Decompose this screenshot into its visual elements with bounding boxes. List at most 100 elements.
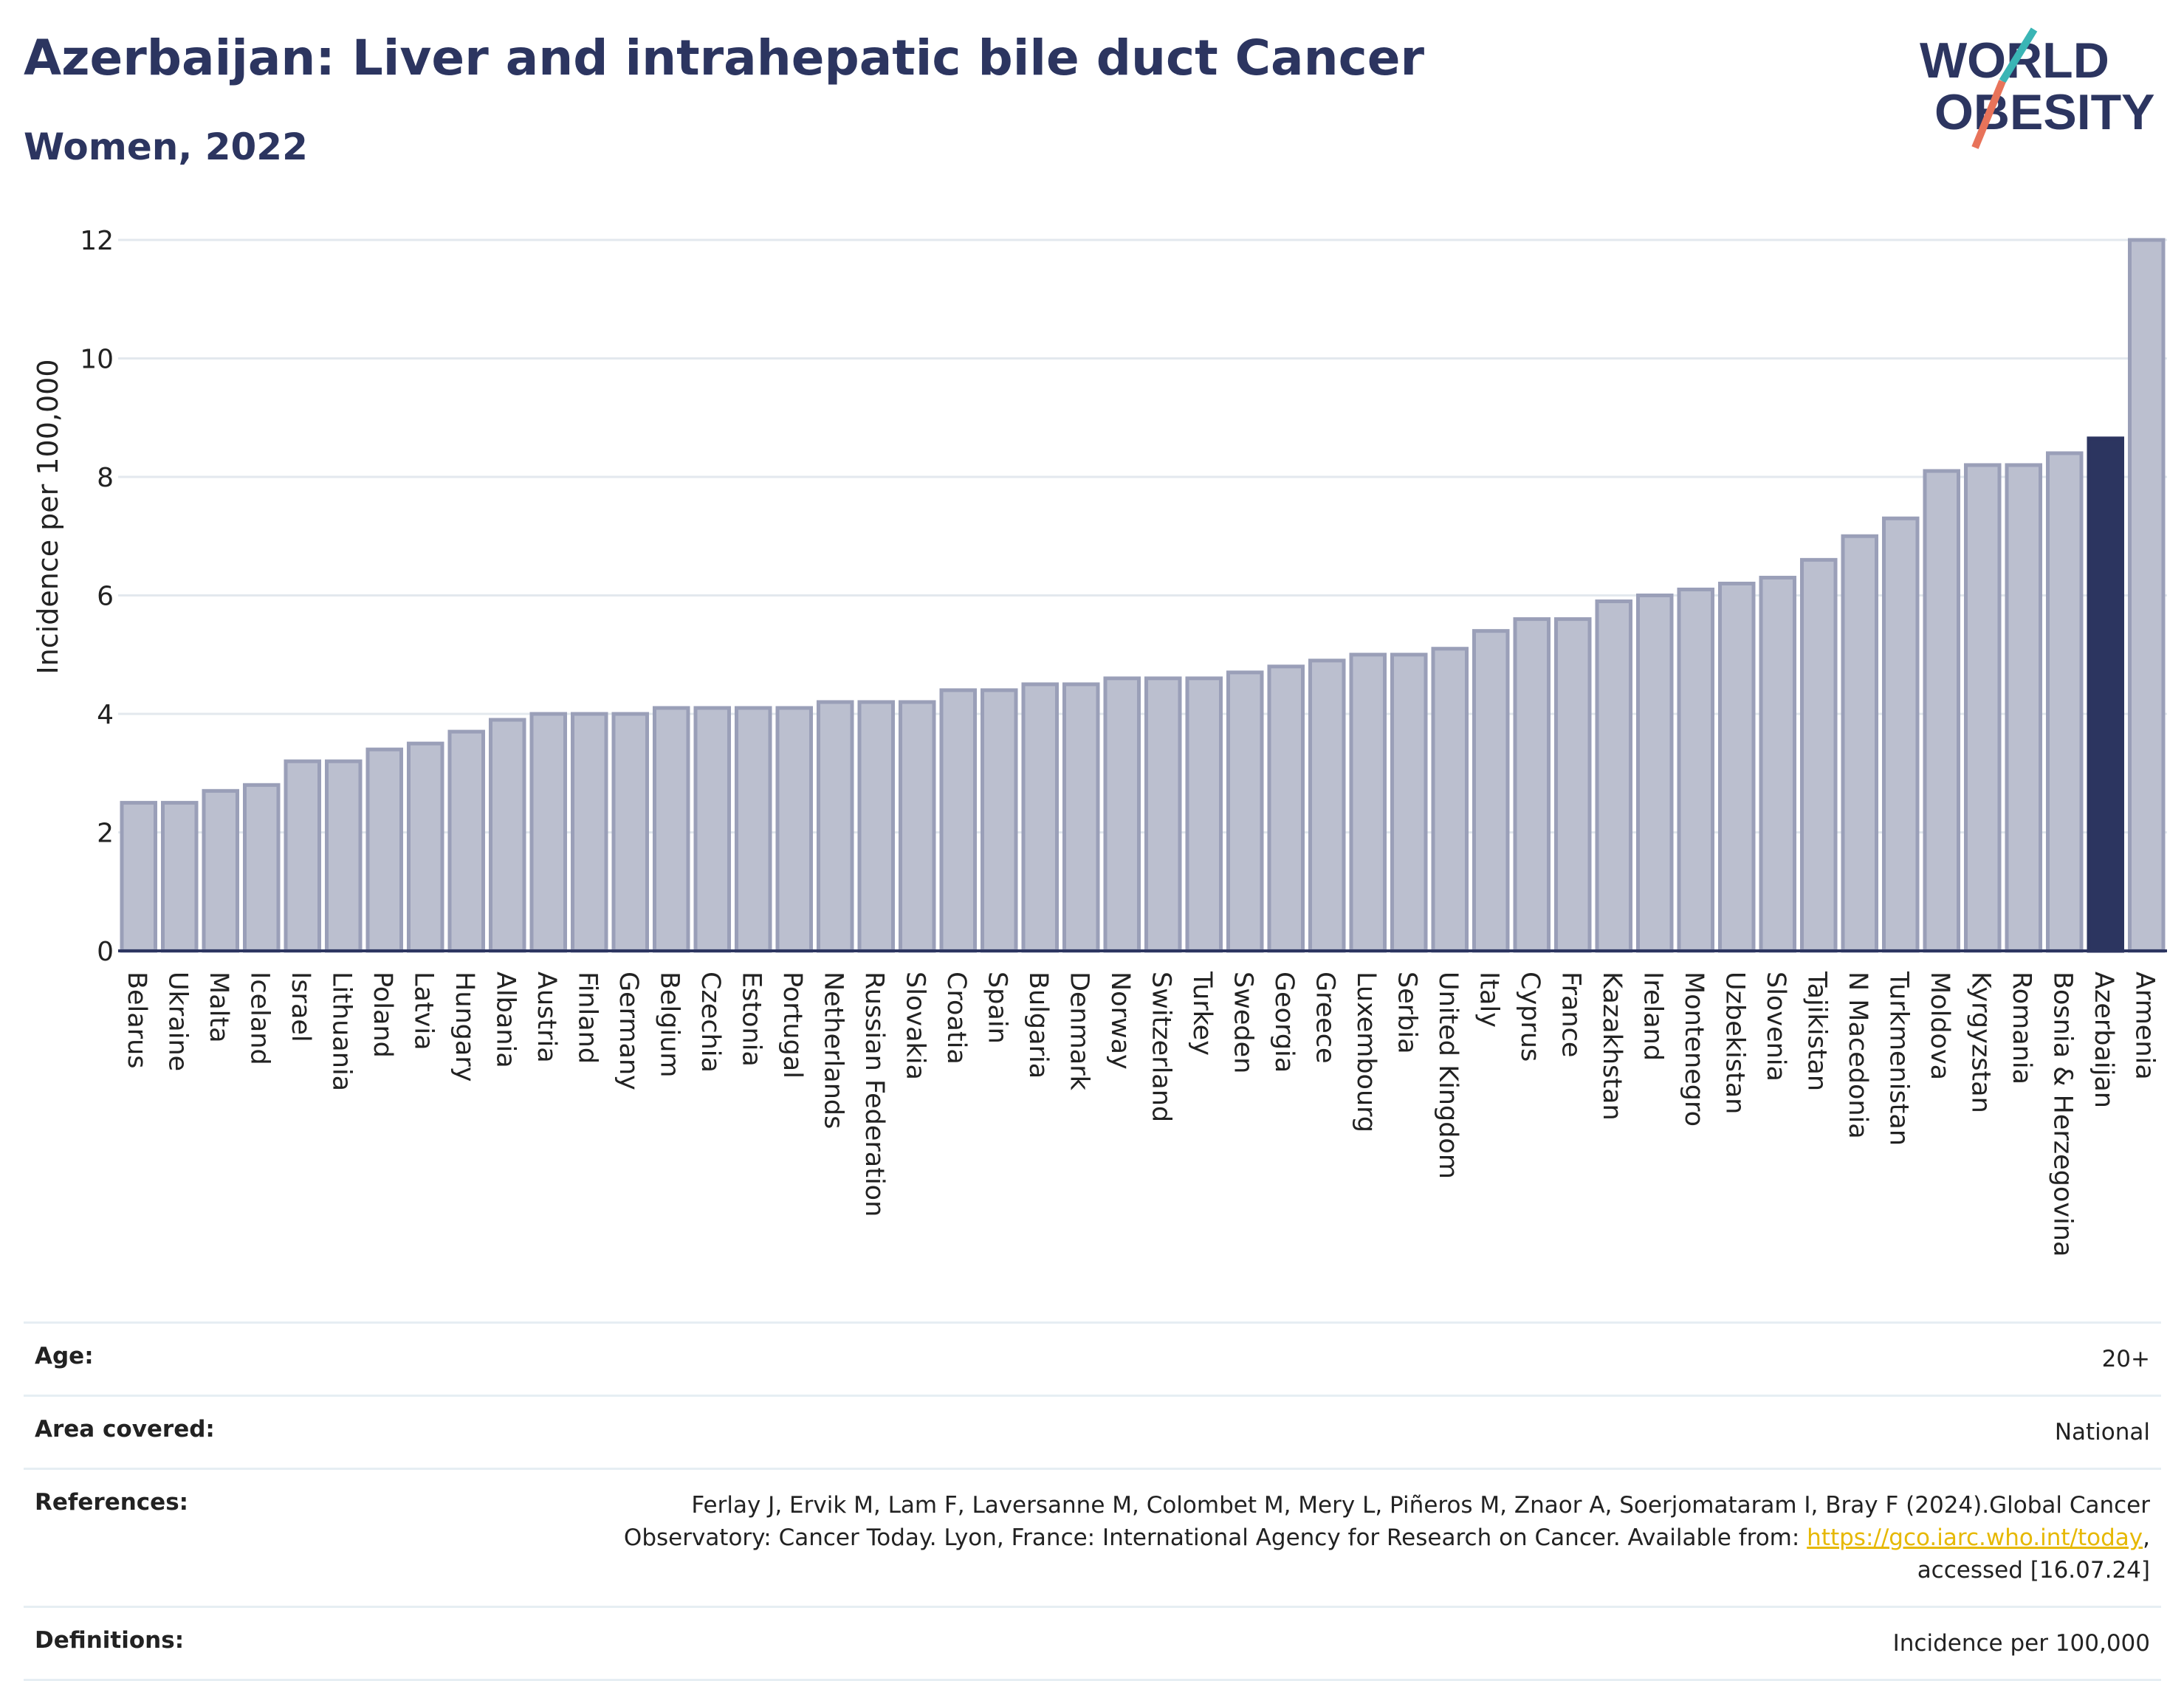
x-tick-label: Armenia: [2129, 972, 2159, 1080]
x-tick-label: Lithuania: [326, 972, 356, 1091]
x-tick-label: N Macedonia: [1843, 972, 1872, 1139]
x-tick-label: Switzerland: [1146, 972, 1175, 1122]
x-tick-label: Greece: [1310, 972, 1339, 1064]
bar-sweden: [1226, 670, 1264, 953]
world-obesity-logo: WORLD OBESITY: [1920, 27, 2155, 149]
chart-subtitle: Women, 2022: [24, 126, 308, 168]
bar-united-kingdom: [1431, 647, 1469, 953]
x-tick-label: Kyrgyzstan: [1965, 972, 1995, 1113]
x-tick-label: Iceland: [244, 972, 274, 1065]
y-tick-label: 2: [97, 819, 114, 849]
x-tick-label: Poland: [368, 972, 397, 1058]
x-tick-label: Uzbekistan: [1720, 972, 1749, 1114]
y-tick-label: 12: [80, 226, 114, 256]
bar-germany: [611, 712, 650, 953]
age-value: 20+: [341, 1321, 2161, 1396]
x-tick-label: Russian Federation: [859, 972, 889, 1217]
x-tick-label: Portugal: [777, 972, 807, 1079]
references-line1: Ferlay J, Ervik M, Lam F, Laversanne M, …: [691, 1492, 2150, 1519]
x-tick-label: Slovakia: [900, 972, 930, 1080]
bar-portugal: [775, 706, 814, 953]
y-axis-label: Incidence per 100,000: [32, 359, 64, 674]
x-tick-label: Latvia: [408, 972, 438, 1051]
bar-montenegro: [1677, 587, 1715, 953]
bar-uzbekistan: [1717, 581, 1756, 953]
bar-netherlands: [816, 700, 854, 953]
bar-armenia: [2127, 238, 2166, 953]
x-tick-label: Turkey: [1187, 971, 1217, 1056]
bar-azerbaijan: [2087, 436, 2125, 953]
bar-hungary: [447, 729, 486, 953]
x-axis-labels: Belarus Ukraine Malta Iceland Israel Lithuani…: [122, 971, 2160, 1257]
logo-line2: OBESITY: [1934, 84, 2155, 140]
references-label: References:: [24, 1468, 341, 1607]
x-tick-label: Turkmenistan: [1883, 971, 1913, 1146]
x-tick-label: Cyprus: [1515, 972, 1545, 1062]
bar-france: [1553, 617, 1592, 953]
x-tick-label: Albania: [490, 972, 520, 1068]
x-tick-label: Ukraine: [162, 972, 192, 1071]
x-tick-label: Georgia: [1269, 972, 1299, 1073]
x-tick-label: Malta: [204, 972, 233, 1043]
x-tick-label: Romania: [2007, 972, 2036, 1084]
references-value: Ferlay J, Ervik M, Lam F, Laversanne M, …: [341, 1468, 2161, 1607]
info-row-references: References: Ferlay J, Ervik M, Lam F, La…: [24, 1468, 2161, 1607]
bar-czechia: [693, 706, 732, 953]
bar-kyrgyzstan: [1963, 463, 2002, 953]
references-line2: Observatory: Cancer Today. Lyon, France:…: [623, 1524, 1807, 1551]
x-tick-label: France: [1556, 972, 1585, 1057]
x-tick-label: Belarus: [122, 972, 151, 1069]
bar-ukraine: [160, 800, 199, 953]
bar-switzerland: [1144, 676, 1182, 953]
bar-chart: 0 2 4 6 8 10 12 Belarus Ukraine Malta Iceland Isra…: [32, 226, 2167, 1257]
info-row-definitions: Definitions: Incidence per 100,000: [24, 1606, 2161, 1681]
bar-iceland: [242, 783, 281, 953]
x-tick-label: Serbia: [1392, 972, 1421, 1054]
bar-spain: [980, 688, 1018, 953]
x-tick-label: Azerbaijan: [2089, 972, 2118, 1108]
x-tick-label: Bulgaria: [1023, 972, 1053, 1079]
bar-denmark: [1062, 682, 1100, 953]
logo-slash-bottom: [1971, 80, 2006, 149]
x-tick-label: Estonia: [736, 972, 766, 1067]
definitions-label: Definitions:: [24, 1606, 341, 1681]
x-tick-label: Montenegro: [1679, 972, 1709, 1127]
x-tick-label: Germany: [614, 972, 643, 1090]
x-tick-label: United Kingdom: [1433, 972, 1463, 1179]
x-tick-label: Czechia: [696, 972, 725, 1073]
bar-russian-federation: [857, 700, 896, 953]
x-tick-label: Ireland: [1638, 972, 1667, 1061]
x-tick-label: Sweden: [1228, 972, 1257, 1073]
info-row-age: Age: 20+: [24, 1321, 2161, 1396]
bar-slovenia: [1759, 575, 1797, 953]
x-tick-label: Norway: [1105, 972, 1135, 1070]
references-link[interactable]: https://gco.iarc.who.int/today: [1807, 1524, 2143, 1551]
bar-cyprus: [1513, 617, 1551, 953]
bar-slovakia: [898, 700, 936, 953]
x-tick-label: Spain: [982, 972, 1012, 1044]
bar-turkmenistan: [1881, 516, 1920, 953]
y-tick-label: 0: [97, 937, 114, 967]
info-row-area: Area covered: National: [24, 1395, 2161, 1469]
bar-n-macedonia: [1841, 534, 1879, 953]
bar-tajikistan: [1799, 557, 1838, 953]
area-label: Area covered:: [24, 1395, 341, 1469]
x-tick-label: Hungary: [450, 972, 479, 1082]
x-tick-label: Moldova: [1925, 972, 1954, 1080]
references-line2-end: ,: [2143, 1524, 2150, 1551]
y-axis-ticks: 0 2 4 6 8 10 12: [80, 226, 114, 967]
bar-lithuania: [324, 759, 363, 953]
x-tick-label: Tajikistan: [1802, 971, 1831, 1091]
bar-kazakhstan: [1595, 599, 1633, 953]
bar-finland: [570, 712, 608, 953]
x-tick-label: Netherlands: [818, 972, 848, 1129]
bar-albania: [488, 718, 526, 953]
x-tick-label: Slovenia: [1761, 972, 1790, 1082]
x-tick-label: Austria: [532, 972, 561, 1063]
x-tick-label: Kazakhstan: [1597, 972, 1627, 1121]
bar-georgia: [1267, 664, 1305, 953]
bar-malta: [202, 788, 240, 953]
bar-serbia: [1390, 653, 1428, 953]
bar-bulgaria: [1021, 682, 1060, 953]
bar-luxembourg: [1349, 653, 1387, 953]
